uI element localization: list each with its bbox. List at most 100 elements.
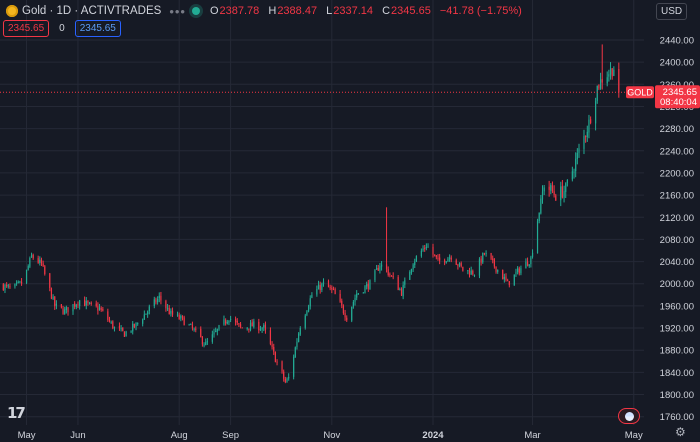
candle-body [618,68,620,93]
candle-body [377,267,379,271]
price-tick-label: 2080.00 [660,235,694,246]
price-tick-label: 2000.00 [660,279,694,290]
candle-body [331,288,333,290]
candle-body [543,187,545,192]
currency-button[interactable]: USD [656,3,688,20]
candle-body [420,250,422,257]
market-status-icon[interactable] [191,7,200,15]
candle-body [269,330,272,344]
candle-body [191,324,194,329]
candle-body [385,264,388,269]
candle-body [598,84,600,89]
candle-body [518,268,520,274]
candle-body [435,255,437,258]
candle-body [444,260,446,263]
candle-body [468,270,471,275]
open-value: 2387.78 [219,5,260,17]
candle-body [206,341,208,343]
high-value: 2388.47 [277,5,318,17]
gold-coin-icon [6,5,18,17]
sell-button[interactable]: 2345.65 [3,20,50,37]
candle-body [321,283,323,290]
candle-body [339,293,341,302]
candle-body [551,185,554,192]
candle-body [399,289,401,291]
candle-body [517,268,519,272]
candle-body [246,327,248,329]
candle-body [286,378,288,382]
candle-body [392,276,394,278]
time-tick-label: Mar [524,430,540,441]
candle-body [281,361,283,372]
candle-body [248,328,250,330]
candle-body [176,314,179,316]
symbol-legend[interactable]: Gold · 1D · ACTIVTRADES ••• O2387.78 H23… [6,3,528,19]
candle-body [376,268,378,270]
candle-body [364,286,366,293]
buy-button[interactable]: 2345.65 [74,20,121,37]
candle-body [352,302,354,307]
candle-body [108,319,111,322]
candle-body [548,186,550,190]
candle-body [414,261,416,266]
candle-body [332,288,335,290]
candle-body [40,259,43,264]
candle-body [4,284,6,291]
candle-body [374,270,376,281]
price-tick-label: 2120.00 [660,213,694,224]
candle-body [166,307,169,309]
candle-body [238,323,240,325]
spread-value: 0 [59,23,65,34]
candle-body [60,304,62,308]
candle-body [520,268,522,274]
candle-body [55,303,58,306]
candle-body [387,269,389,276]
chart-grid [0,0,644,425]
candle-body [52,296,54,300]
candle-body [160,295,162,301]
candle-body [497,269,499,272]
candle-body [288,377,290,379]
price-tick-label: 1920.00 [660,324,694,335]
candle-body [145,313,147,315]
candle-body [351,306,353,321]
candle-body [613,69,615,76]
symbol-tag-label: GOLD [627,88,653,98]
us-flag-icon[interactable] [618,408,640,424]
candle-body [427,246,429,248]
gear-icon[interactable]: ⚙ [675,425,686,439]
candle-body [422,248,424,251]
candle-body [97,306,99,311]
candle-body [49,273,51,288]
price-tag [655,85,700,109]
low-value: 2337.14 [333,5,374,17]
candle-body [67,307,69,313]
candle-body [211,334,213,342]
candle-body [553,191,555,196]
candle-body [125,331,127,337]
candle-body [190,324,192,326]
candle-body [470,270,472,275]
price-tick-label: 1880.00 [660,346,694,357]
candle-body [120,328,122,330]
candle-body [503,276,505,280]
more-options-icon[interactable]: ••• [169,3,186,19]
candle-body [540,198,542,214]
candle-body [357,293,359,295]
candle-body [380,264,383,267]
symbol-title[interactable]: Gold · 1D · ACTIVTRADES [22,5,162,17]
candle-body [525,261,527,269]
candle-body [264,324,267,330]
candle-body [588,119,590,133]
tradingview-logo-icon[interactable]: 17 [7,404,26,422]
candle-body [29,257,31,267]
candle-body [132,323,134,332]
candle-body [513,274,515,286]
candle-body [526,261,529,266]
candle-body [155,299,157,303]
candle-body [168,308,170,315]
candle-body [366,284,368,287]
candle-body [458,262,461,266]
